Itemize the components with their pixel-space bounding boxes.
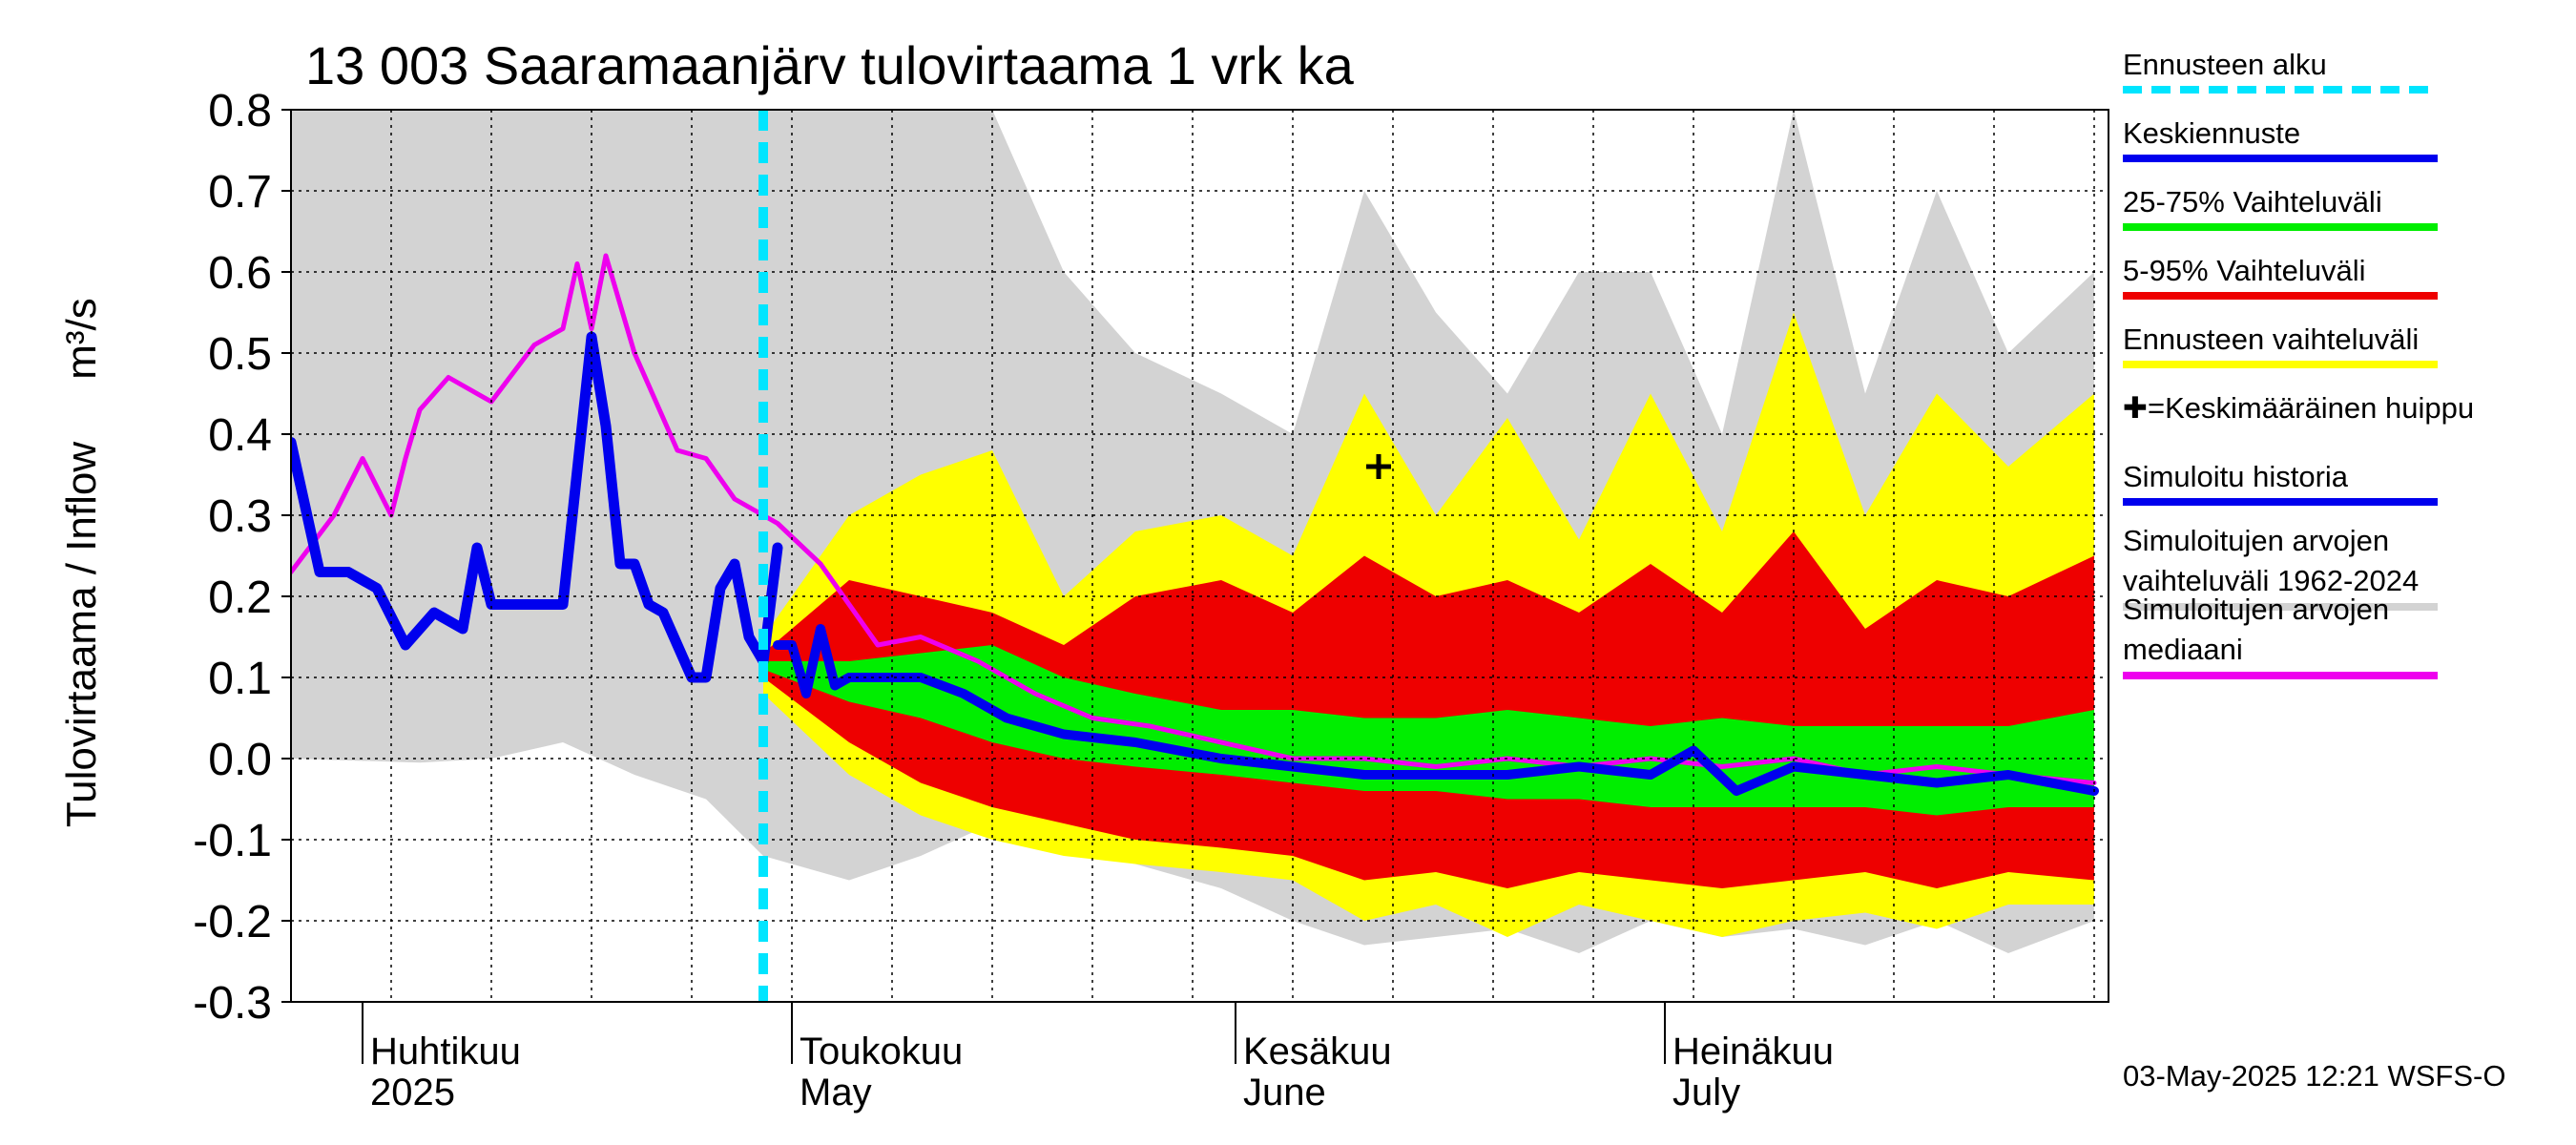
legend-swatch xyxy=(2123,361,2438,368)
legend-label: Simuloitujen arvojen vaihteluväli 1962-2… xyxy=(2123,524,2420,597)
legend-item: Ennusteen alku xyxy=(2123,48,2438,94)
legend-swatch xyxy=(2123,603,2438,611)
x-month-sublabel: May xyxy=(800,1072,872,1114)
legend-swatch xyxy=(2123,86,2438,94)
y-tick-label: 0.1 xyxy=(208,654,272,704)
legend-label: ✚=Keskimääräinen huippu xyxy=(2123,391,2475,425)
x-month-sublabel: 2025 xyxy=(370,1072,455,1114)
plot-frame xyxy=(290,109,2109,1003)
mean-forecast-line xyxy=(773,624,2099,796)
y-tick-label: 0.2 xyxy=(208,572,272,623)
x-month-label: Toukokuu xyxy=(800,1030,963,1072)
legend-item: Simuloitu historia xyxy=(2123,460,2438,506)
axes: -0.3 -0.2 -0.1 0.0 0.1 0.2 0.3 0.4 0.5 0.6 0.7 0.8 H… xyxy=(193,86,2109,1114)
legend-item: ✚=Keskimääräinen huippu xyxy=(2123,391,2474,437)
y-tick-label: 0.6 xyxy=(208,248,272,299)
mean-peak-marker xyxy=(1366,454,1391,479)
y-tick-label: -0.1 xyxy=(193,816,272,866)
legend-swatch xyxy=(2123,292,2438,300)
legend-item: Simuloitujen arvojen mediaani xyxy=(2123,593,2438,679)
y-axis-unit: m³/s xyxy=(58,298,105,380)
legend-swatch xyxy=(2123,223,2438,231)
timestamp-footer: 03-May-2025 12:21 WSFS-O xyxy=(2123,1059,2506,1093)
y-tick-label: 0.7 xyxy=(208,167,272,218)
y-tick-label: -0.2 xyxy=(193,897,272,947)
y-tick-label: 0.4 xyxy=(208,410,272,461)
legend-label: Ennusteen vaihteluväli xyxy=(2123,323,2420,356)
legend-item: Keskiennuste xyxy=(2123,116,2438,162)
legend-item: Ennusteen vaihteluväli xyxy=(2123,323,2438,368)
simulated-history-line xyxy=(291,331,783,683)
x-month-label: Huhtikuu xyxy=(370,1030,521,1072)
legend-label: Keskiennuste xyxy=(2123,116,2301,150)
x-month-sublabel: June xyxy=(1243,1072,1326,1114)
legend-swatch xyxy=(2123,498,2438,506)
legend-swatch xyxy=(2123,155,2438,162)
legend-label: 25-75% Vaihteluväli xyxy=(2123,185,2382,219)
legend-label: Simuloitu historia xyxy=(2123,460,2349,493)
legend-swatch xyxy=(2123,672,2438,679)
y-axis-label: Tulovirtaama / Inflow xyxy=(58,442,105,828)
legend-label: Simuloitujen arvojen mediaani xyxy=(2123,593,2390,666)
x-month-label: Kesäkuu xyxy=(1243,1030,1392,1072)
x-month-sublabel: July xyxy=(1672,1072,1740,1114)
legend-label: 5-95% Vaihteluväli xyxy=(2123,254,2366,287)
y-tick-label: 0.3 xyxy=(208,491,272,542)
y-tick-label: -0.3 xyxy=(193,978,272,1029)
legend-label: Ennusteen alku xyxy=(2123,48,2327,81)
legend-item: Simuloitujen arvojen vaihteluväli 1962-2… xyxy=(2123,524,2438,611)
y-tick-label: 0.8 xyxy=(208,86,272,136)
median-series-line xyxy=(291,253,2097,785)
y-tick-label: 0.5 xyxy=(208,329,272,380)
x-month-label: Heinäkuu xyxy=(1672,1030,1834,1072)
y-tick-label: 0.0 xyxy=(208,735,272,785)
legend-item: 25-75% Vaihteluväli xyxy=(2123,185,2438,231)
chart-title: 13 003 Saaramaanjärv tulovirtaama 1 vrk … xyxy=(305,35,1355,95)
p25-75-range-band xyxy=(763,645,2094,816)
legend-item: 5-95% Vaihteluväli xyxy=(2123,254,2438,300)
